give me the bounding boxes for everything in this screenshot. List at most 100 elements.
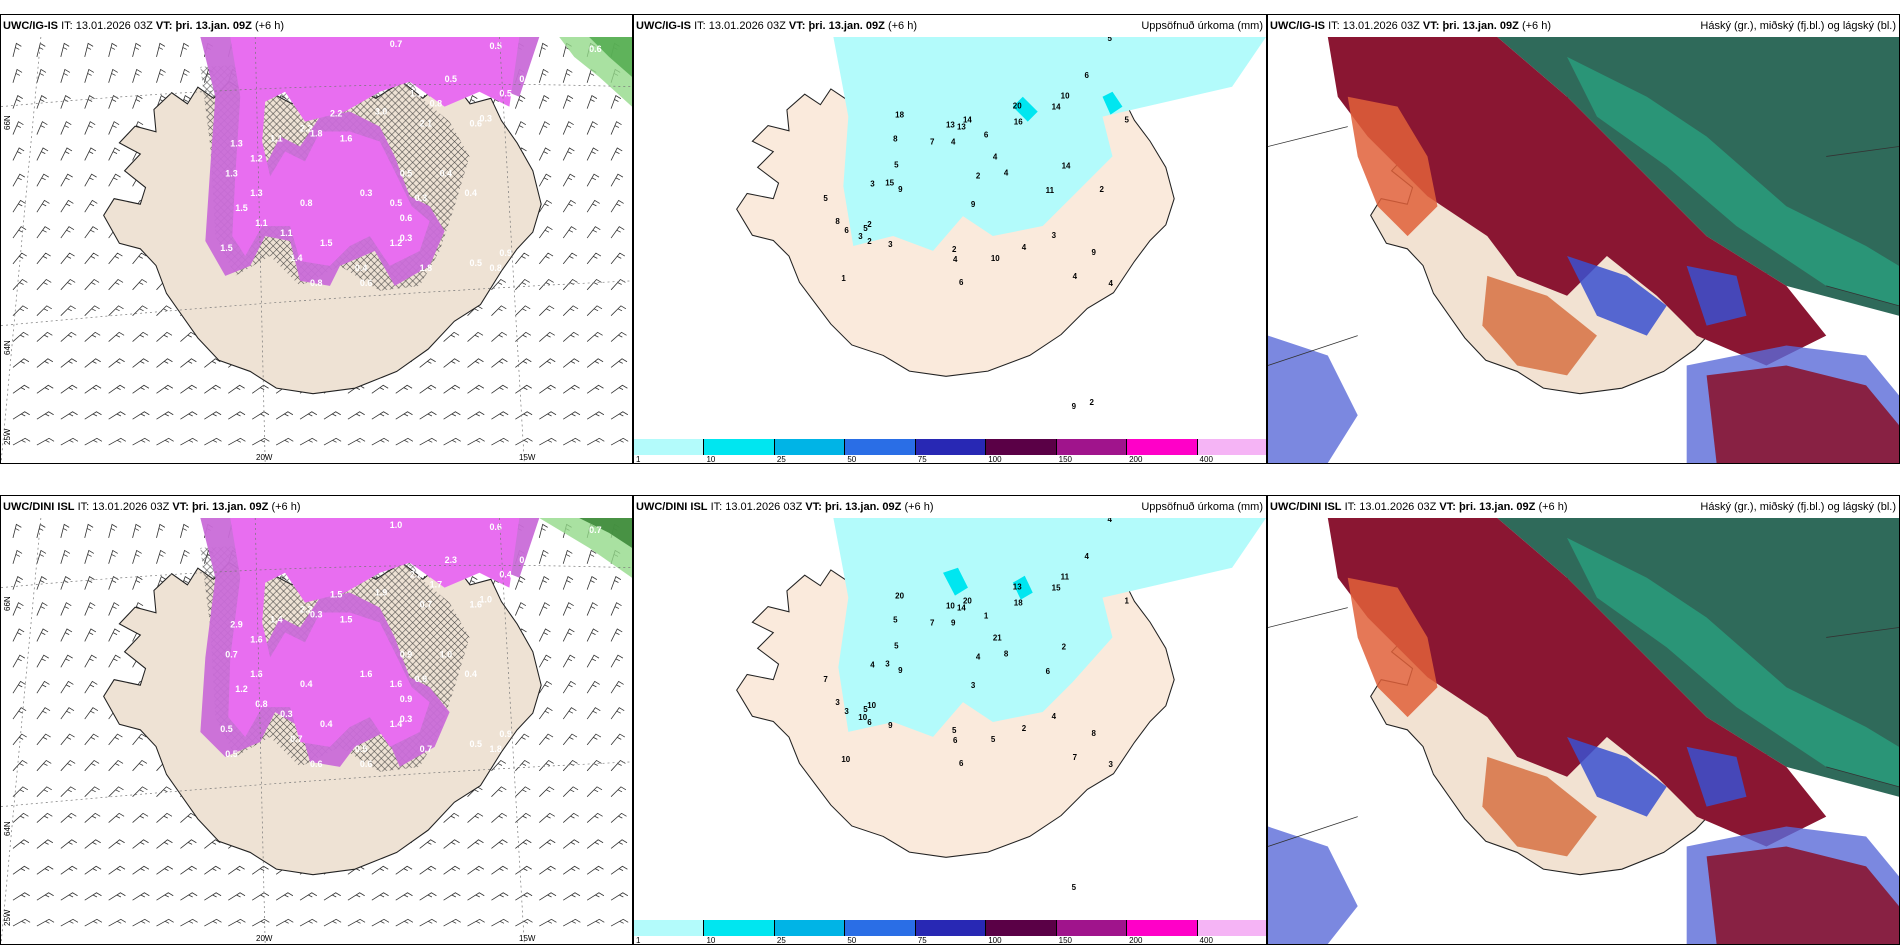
wind-barb — [36, 121, 48, 135]
snow-value: 0.4 — [499, 570, 511, 580]
wind-barb — [562, 707, 577, 720]
wind-barb — [180, 411, 198, 420]
precip-value: 4 — [1022, 243, 1027, 252]
snow-value: 1.4 — [290, 253, 302, 263]
precip-value: 10 — [991, 254, 1000, 263]
wind-barb — [586, 95, 598, 109]
wind-barb — [108, 42, 118, 58]
precip-value: 6 — [984, 131, 989, 140]
wind-barb — [36, 226, 51, 239]
wind-barb — [586, 358, 604, 368]
vt-label: VT: — [172, 501, 189, 513]
snow-wind-map: 0.7 0.5 0.4 0.6 0.5 0.3 0.6 0.8 0.5 1.1 1.3 1.2 1.1 2… — [1, 37, 632, 463]
wind-barb — [12, 707, 27, 720]
wind-barb — [60, 654, 73, 668]
wind-barb — [12, 812, 29, 823]
precip-colorbar: 1 10 25 50 75 100 150 200 400 — [634, 920, 1266, 944]
snow-value: 0.5 — [355, 744, 367, 754]
wind-barb — [156, 411, 174, 420]
wind-barb — [60, 602, 72, 616]
wind-barb — [491, 839, 508, 849]
wind-barb — [156, 358, 173, 368]
model-name: UWC/IG-IS — [3, 20, 58, 32]
legend-swatch — [1127, 920, 1198, 936]
wind-barb — [84, 121, 96, 135]
wind-barb — [610, 358, 628, 368]
wind-barb — [108, 733, 123, 746]
precip-title: Uppsöfnuð úrkoma (mm) — [1141, 20, 1263, 32]
wind-barb — [538, 576, 550, 590]
lead-time: (+6 h) — [904, 501, 934, 513]
wind-barb — [467, 892, 485, 901]
wind-barb — [84, 252, 99, 265]
wind-barb — [228, 437, 246, 446]
wind-barb — [84, 786, 100, 797]
precip-value: 1 — [841, 274, 846, 283]
wind-barb — [132, 892, 150, 901]
wind-barb — [156, 839, 173, 849]
lead-time: (+6 h) — [887, 20, 917, 32]
wind-barb — [563, 892, 581, 901]
wind-barb — [60, 865, 78, 875]
wind-barb — [36, 654, 49, 668]
wind-barb — [419, 384, 437, 394]
wind-barb — [443, 331, 460, 342]
precip-value: 9 — [898, 185, 903, 194]
wind-barb — [132, 278, 148, 291]
wind-barb — [84, 576, 95, 590]
wind-barb — [299, 892, 318, 901]
precip-value: 9 — [971, 200, 976, 209]
wind-barb — [36, 305, 52, 316]
wind-barb — [228, 892, 246, 901]
wind-barb — [108, 892, 126, 901]
precip-value: 2 — [1100, 185, 1105, 194]
wind-barb — [586, 305, 603, 316]
it-value: 13.01.2026 03Z — [1342, 20, 1420, 32]
wind-barb — [84, 759, 100, 772]
wind-barb — [84, 199, 98, 213]
it-label: IT: — [61, 20, 73, 32]
snow-value: 0.4 — [519, 74, 531, 84]
precip-title: Uppsöfnuð úrkoma (mm) — [1141, 501, 1263, 513]
wind-barb — [347, 437, 366, 446]
wind-barb — [586, 839, 604, 849]
wind-barb — [60, 173, 73, 187]
wind-barb — [538, 733, 554, 746]
wind-barb — [515, 786, 531, 797]
wind-barb — [539, 918, 557, 927]
precip-value: 14 — [1062, 161, 1071, 170]
wind-barb — [60, 121, 72, 135]
wind-barb — [60, 199, 74, 213]
wind-barb — [539, 786, 555, 797]
wind-barb — [515, 918, 533, 927]
wind-barb — [562, 68, 573, 83]
wind-barb — [84, 95, 95, 109]
wind-barb — [156, 892, 174, 901]
wind-barb — [275, 437, 294, 446]
precip-value: 5 — [863, 224, 868, 233]
wind-barb — [467, 865, 485, 875]
precip-value: 11 — [1046, 186, 1055, 195]
precip-value: 1 — [984, 612, 989, 621]
wind-barb — [419, 839, 436, 849]
wind-barb — [491, 918, 509, 927]
wind-barb — [36, 680, 50, 694]
snow-value: 1.9 — [375, 588, 387, 598]
wind-barb — [562, 654, 576, 668]
precip-value: 2 — [1022, 724, 1027, 733]
wind-barb — [108, 654, 121, 668]
precip-value: 4 — [1052, 712, 1057, 721]
wind-barb — [12, 654, 26, 668]
precip-value: 3 — [844, 707, 849, 716]
precip-value: 7 — [930, 137, 935, 146]
precip-value: 10 — [1061, 92, 1070, 101]
wind-barb — [586, 576, 598, 590]
lead-time: (+6 h) — [254, 20, 284, 32]
wind-barb — [84, 411, 102, 420]
snow-value: 0.3 — [310, 610, 322, 620]
wind-barb — [84, 680, 98, 694]
cloud-svg — [1268, 518, 1899, 944]
legend-swatch — [845, 439, 916, 455]
wind-barb — [538, 147, 551, 161]
